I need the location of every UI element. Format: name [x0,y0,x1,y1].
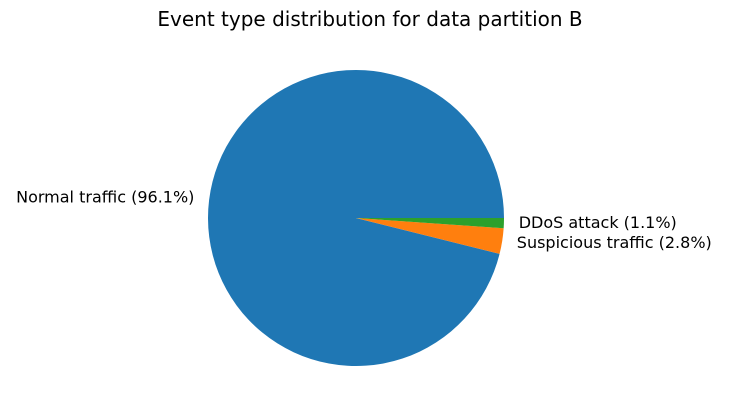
pie-slice-label-1: Normal traffic (96.1%) [16,188,194,207]
pie-slice-2 [356,218,504,254]
pie-slice-label-2: Suspicious traffic (2.8%) [517,233,712,252]
pie-slice-label-3: DDoS attack (1.1%) [519,213,677,232]
chart-title: Event type distribution for data partiti… [157,7,582,31]
pie-labels: Normal traffic (96.1%) Suspicious traffic… [16,188,712,252]
pie-slice-3 [356,218,505,229]
pie-slice-1 [208,70,504,367]
pie-slices [208,70,505,367]
